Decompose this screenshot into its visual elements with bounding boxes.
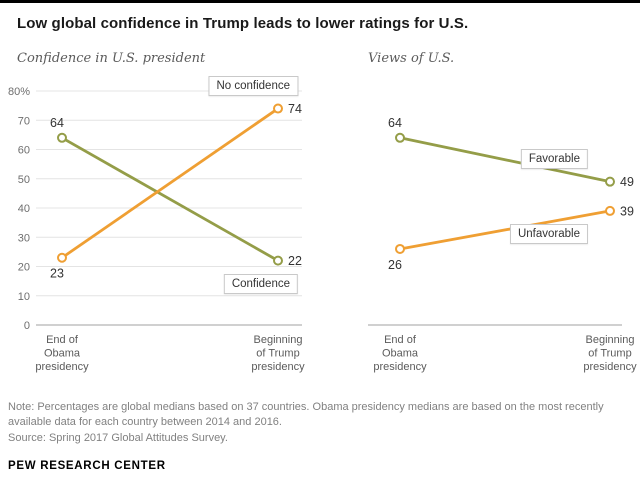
y-tick-label: 10: [18, 291, 30, 303]
value-label: 23: [50, 267, 64, 281]
y-tick-label: 40: [18, 203, 30, 215]
value-label: 39: [620, 204, 634, 218]
series-line-unfavorable: [399, 209, 611, 251]
y-tick-label: 60: [18, 145, 30, 157]
note-text: Note: Percentages are global medians bas…: [8, 401, 604, 428]
y-tick-label: 80%: [8, 86, 30, 98]
data-point-confidence: [273, 255, 283, 266]
chart-title: Low global confidence in Trump leads to …: [17, 15, 469, 32]
left-chart-subtitle: Confidence in U.S. president: [17, 51, 206, 66]
y-tick-label: 70: [18, 115, 30, 127]
value-label: 64: [50, 116, 64, 130]
value-label: 49: [620, 175, 634, 189]
data-point-favorable: [395, 132, 405, 143]
chart-right: End of Obama presidency Beginning of Trump pr…: [368, 116, 637, 373]
series-line-favorable: [399, 136, 611, 184]
value-label: 74: [288, 102, 302, 116]
data-point-confidence: [57, 132, 67, 143]
y-tick-label: 20: [18, 262, 30, 274]
series-name-label-favorable: Favorable: [520, 148, 588, 169]
series-line-confidence: [61, 136, 279, 262]
x-category-label: End of Obama presidency: [35, 334, 89, 373]
y-tick-label: 50: [18, 174, 30, 186]
data-point-no-confidence: [57, 252, 67, 263]
right-chart-subtitle: Views of U.S.: [368, 51, 455, 66]
value-label: 64: [388, 116, 402, 130]
value-label: 26: [388, 258, 402, 272]
x-category-label: End of Obama presidency: [373, 334, 427, 373]
series-line-no-confidence: [61, 107, 279, 259]
series-name-label-unfavorable: Unfavorable: [509, 223, 588, 244]
slope-charts-canvas: 0 10 20 30 40 50 60 70 80% End of Obama presidency B…: [8, 86, 637, 373]
brand-text: PEW RESEARCH CENTER: [8, 460, 166, 472]
series-name-label-no-confidence: No confidence: [208, 75, 298, 96]
series-name-label-confidence: Confidence: [223, 273, 298, 294]
source-text: Source: Spring 2017 Global Attitudes Sur…: [8, 432, 228, 444]
y-tick-label: 0: [24, 320, 30, 332]
data-point-unfavorable: [395, 243, 405, 254]
chart-left: 0 10 20 30 40 50 60 70 80% End of Obama presidency B…: [8, 86, 305, 373]
value-label: 22: [288, 254, 302, 268]
data-point-no-confidence: [273, 103, 283, 114]
data-point-unfavorable: [605, 205, 615, 216]
y-tick-label: 30: [18, 232, 30, 244]
x-category-label: Beginning of Trump presidency: [583, 334, 637, 373]
x-category-label: Beginning of Trump presidency: [251, 334, 305, 373]
data-point-favorable: [605, 176, 615, 187]
